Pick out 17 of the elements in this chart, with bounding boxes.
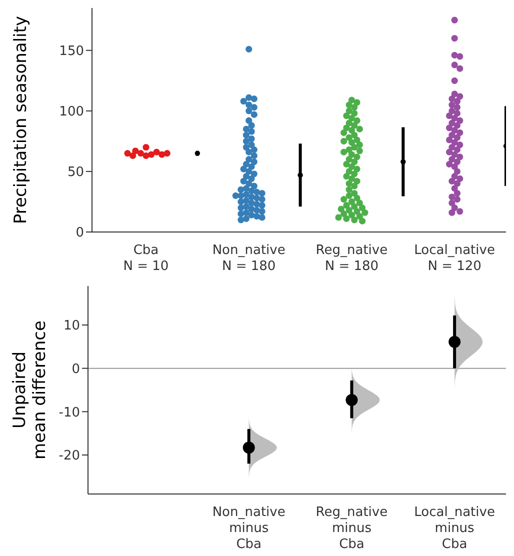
y-tick-label: 100 bbox=[59, 104, 84, 120]
x-tick-label: Cba N = 10 bbox=[123, 243, 169, 274]
x-tick-label: Reg_native N = 180 bbox=[316, 243, 388, 274]
x-tick-label: Local_native N = 120 bbox=[414, 243, 495, 274]
y-tick-label: 0 bbox=[76, 226, 84, 241]
x-tick-label: Non_native minus Cba bbox=[212, 505, 286, 552]
y-tick-label: -10 bbox=[58, 405, 80, 420]
x-tick-label: Reg_native minus Cba bbox=[316, 505, 388, 552]
y-tick-label: 0 bbox=[72, 362, 80, 377]
y-tick-label: -20 bbox=[58, 448, 80, 464]
x-tick-label: Local_native minus Cba bbox=[414, 505, 495, 552]
y-axis-title: Precipitation seasonality bbox=[11, 16, 31, 224]
y-tick-label: 150 bbox=[59, 44, 84, 59]
y-tick-label: 50 bbox=[67, 165, 84, 180]
y-tick-label: 10 bbox=[63, 318, 80, 334]
x-tick-label: Non_native N = 180 bbox=[212, 243, 286, 274]
y-axis-title: Unpaired mean difference bbox=[10, 320, 50, 460]
